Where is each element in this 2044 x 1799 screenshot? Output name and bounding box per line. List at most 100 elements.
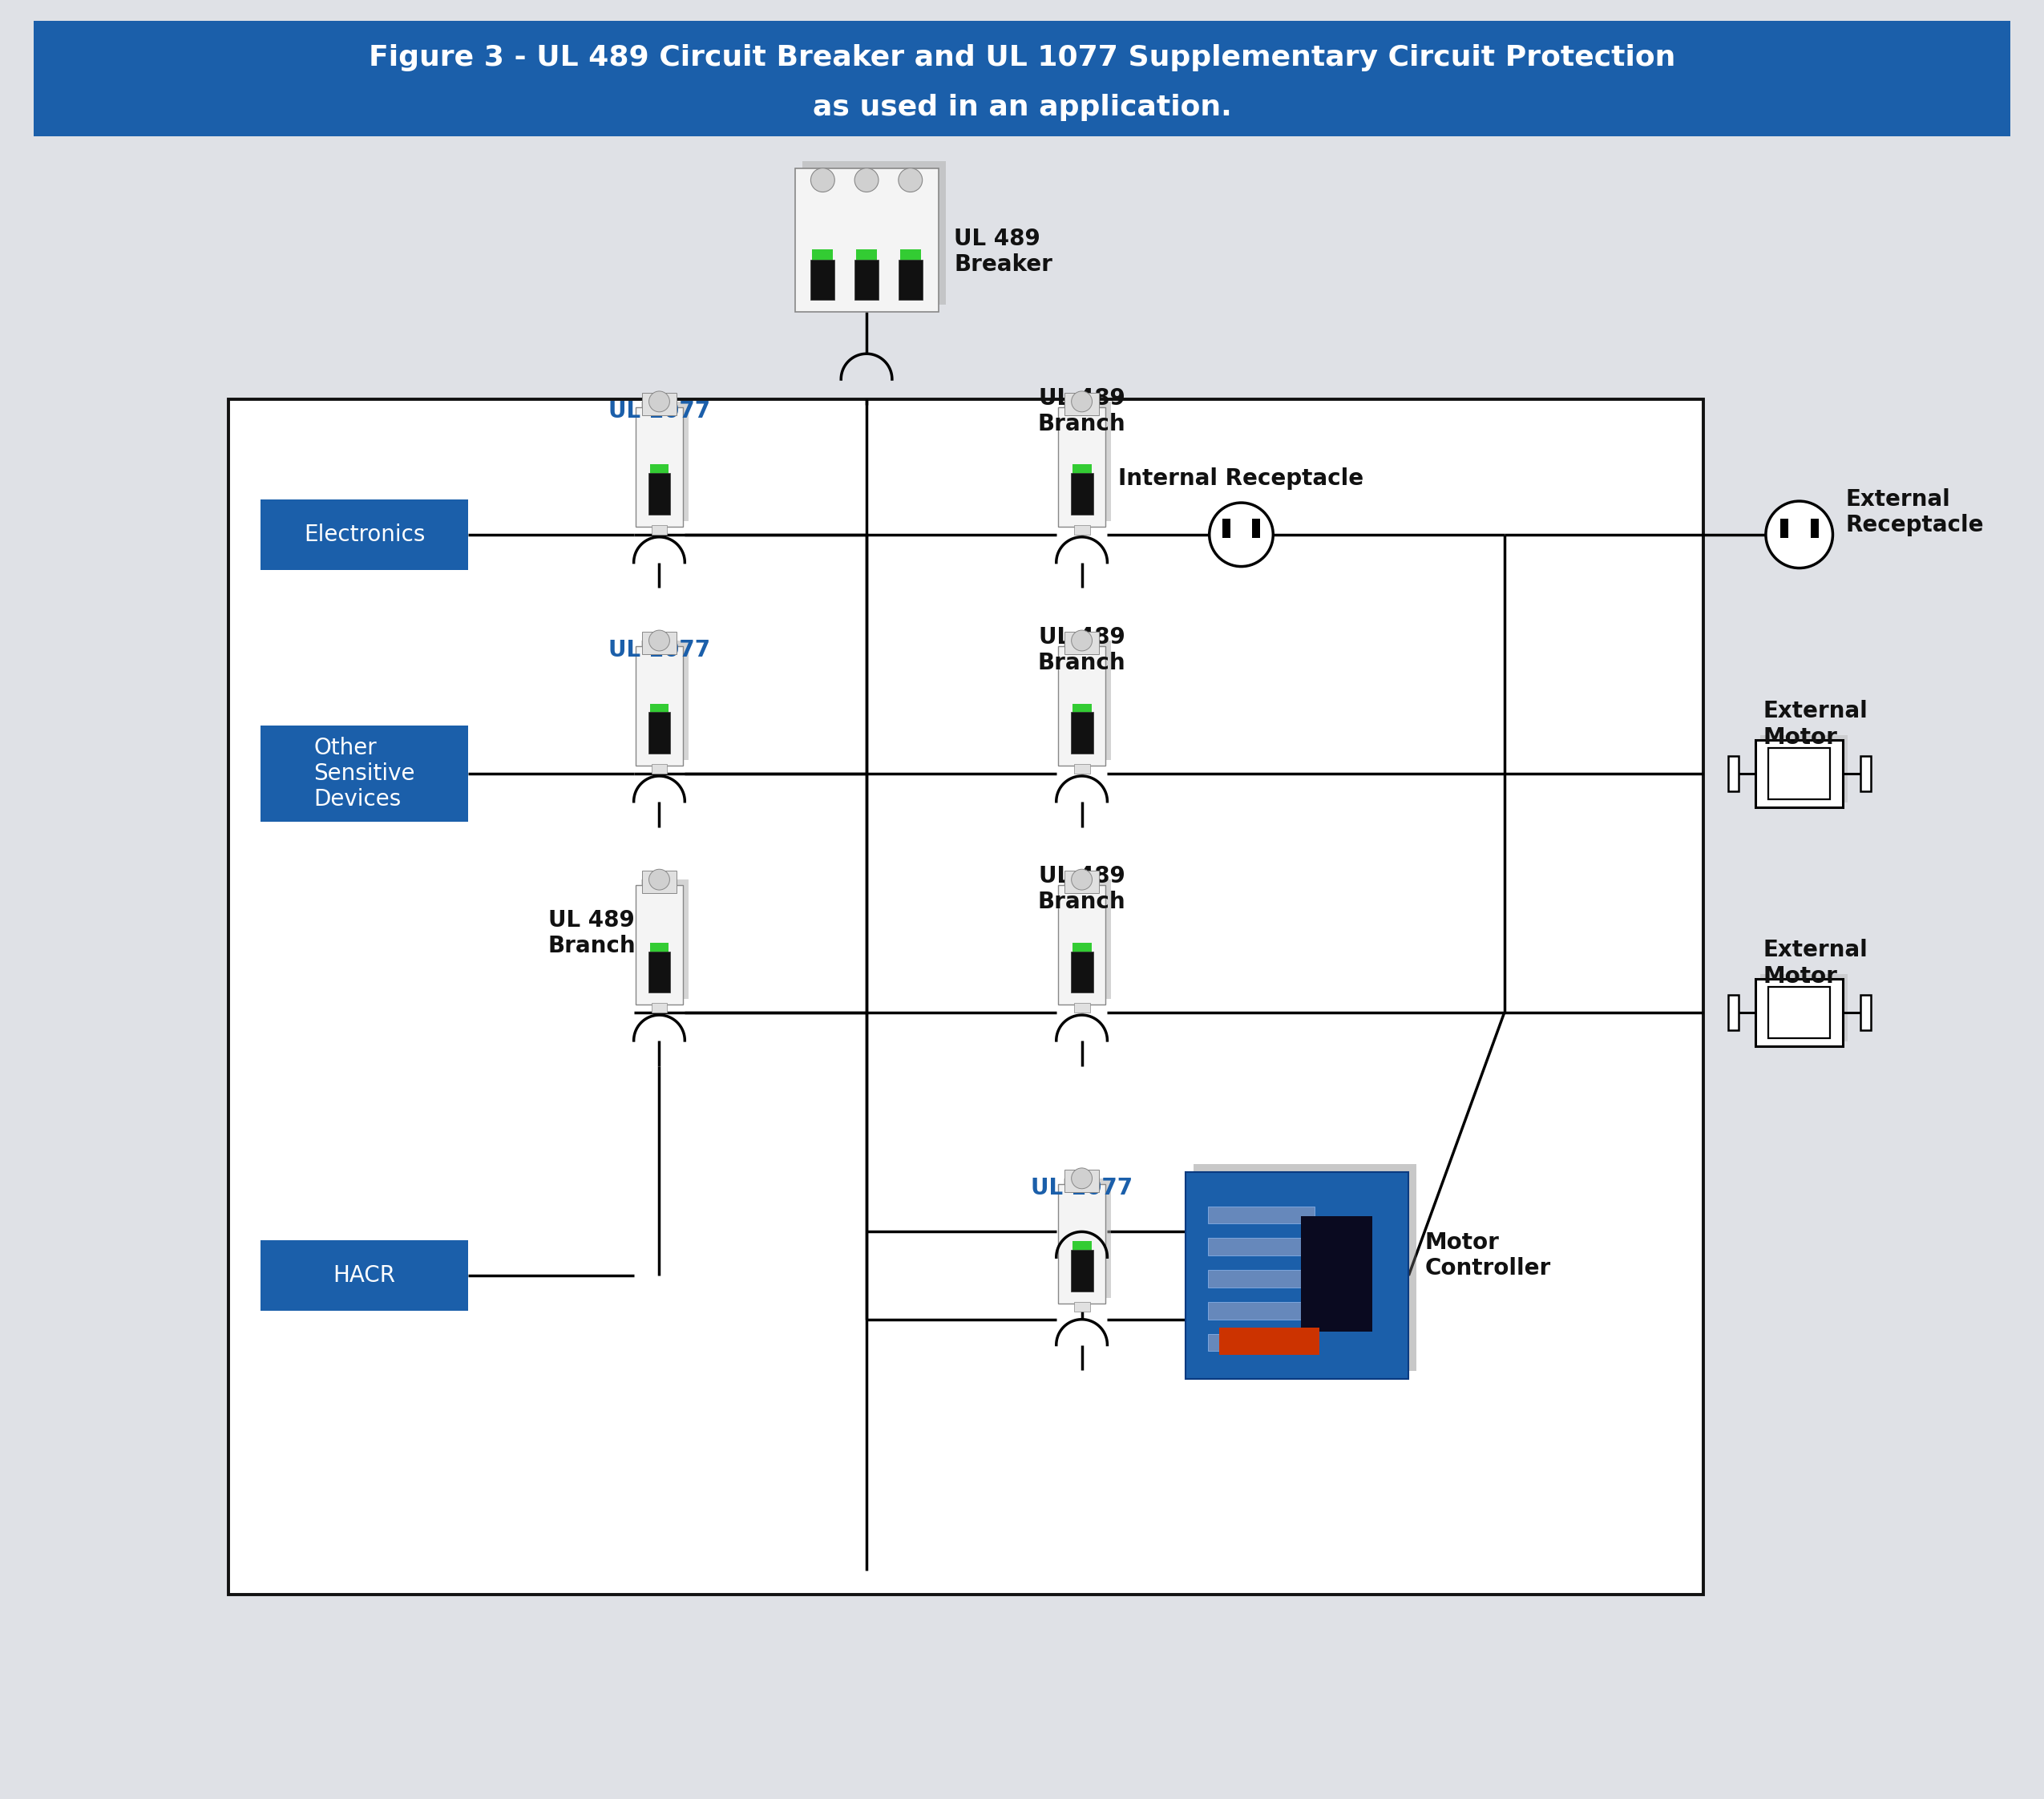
Bar [1218, 1328, 1318, 1355]
Bar [1208, 1238, 1314, 1256]
Bar [262, 725, 468, 822]
Bar [636, 407, 683, 527]
Bar [652, 525, 666, 534]
Bar [1186, 1171, 1408, 1380]
Bar [1860, 995, 1870, 1031]
Bar [1059, 885, 1106, 1004]
Text: UL 489
Branch: UL 489 Branch [1038, 865, 1126, 914]
Bar [1760, 973, 1848, 1042]
Bar [1727, 995, 1737, 1031]
Circle shape [854, 167, 879, 192]
Bar [899, 250, 920, 264]
Bar [636, 885, 683, 1004]
Circle shape [1071, 869, 1091, 891]
Bar [1063, 880, 1112, 998]
Bar [1071, 1250, 1094, 1292]
Bar [1071, 473, 1094, 515]
Bar [1063, 1178, 1112, 1297]
Bar [652, 1004, 666, 1013]
Bar [811, 250, 834, 264]
Bar [1073, 1302, 1089, 1311]
Bar [642, 401, 689, 522]
Bar [1780, 518, 1788, 538]
Bar [652, 765, 666, 774]
Circle shape [1071, 390, 1091, 412]
Text: UL 489
Branch: UL 489 Branch [1038, 626, 1126, 675]
Bar [1760, 736, 1848, 802]
Bar [854, 259, 879, 300]
Bar [642, 631, 677, 655]
Bar [811, 259, 834, 300]
Bar [648, 712, 670, 754]
Text: Other
Sensitive
Devices: Other Sensitive Devices [313, 736, 415, 811]
Bar [1073, 525, 1089, 534]
Bar [1071, 952, 1094, 993]
Bar [1727, 756, 1737, 792]
Bar [642, 880, 689, 998]
Bar [1071, 712, 1094, 754]
Bar [1756, 739, 1844, 808]
Bar [1208, 1270, 1314, 1288]
Bar [1073, 703, 1091, 718]
Bar [1208, 1207, 1314, 1223]
Text: as used in an application.: as used in an application. [811, 94, 1230, 121]
Bar [801, 160, 946, 304]
Bar [1063, 401, 1112, 522]
Bar [648, 952, 670, 993]
Bar [636, 646, 683, 766]
Bar [1194, 1164, 1416, 1371]
Bar [650, 943, 668, 957]
Bar [1059, 407, 1106, 527]
Bar [1059, 646, 1106, 766]
Circle shape [648, 390, 670, 412]
Bar [642, 392, 677, 416]
Bar [795, 167, 938, 311]
Bar [1811, 518, 1819, 538]
Text: UL 489
Branch: UL 489 Branch [1038, 387, 1126, 435]
Bar [1065, 871, 1100, 892]
Text: UL 489
Breaker: UL 489 Breaker [955, 227, 1053, 275]
Circle shape [1071, 630, 1091, 651]
Bar [1253, 518, 1261, 538]
Bar [1073, 943, 1091, 957]
Bar [33, 22, 2011, 137]
Text: External
Receptacle: External Receptacle [1846, 488, 1985, 536]
Text: Motor
Controller: Motor Controller [1425, 1232, 1551, 1279]
Text: Figure 3 - UL 489 Circuit Breaker and UL 1077 Supplementary Circuit Protection: Figure 3 - UL 489 Circuit Breaker and UL… [368, 43, 1676, 72]
Bar [1073, 1004, 1089, 1013]
Bar [1768, 748, 1829, 799]
Bar [899, 259, 922, 300]
Bar [1208, 1333, 1314, 1351]
Bar [1065, 1169, 1100, 1193]
Bar [1073, 1241, 1091, 1256]
Circle shape [899, 167, 922, 192]
Bar [1063, 640, 1112, 759]
Circle shape [648, 869, 670, 891]
Bar [1065, 392, 1100, 416]
Bar [1860, 756, 1870, 792]
Bar [1768, 988, 1829, 1038]
Bar [262, 500, 468, 570]
Circle shape [811, 167, 834, 192]
Bar [1059, 1184, 1106, 1304]
Text: External
Motor: External Motor [1764, 700, 1868, 748]
Bar [229, 399, 1703, 1594]
Text: External
Motor: External Motor [1764, 939, 1868, 988]
Bar [1065, 631, 1100, 655]
Bar [856, 250, 877, 264]
Text: Internal Receptacle: Internal Receptacle [1118, 468, 1363, 489]
Circle shape [1210, 502, 1273, 567]
Text: UL 1077: UL 1077 [1030, 1177, 1132, 1200]
Bar [1073, 464, 1091, 479]
Bar [1073, 765, 1089, 774]
Bar [1756, 979, 1844, 1047]
Text: UL 1077: UL 1077 [609, 399, 709, 423]
Bar [262, 1241, 468, 1311]
Text: UL 489
Branch: UL 489 Branch [548, 908, 636, 957]
Text: Electronics: Electronics [305, 524, 425, 545]
Bar [1302, 1216, 1372, 1331]
Bar [642, 871, 677, 892]
Text: UL 1077: UL 1077 [609, 639, 709, 662]
Bar [642, 640, 689, 759]
Bar [1222, 518, 1230, 538]
